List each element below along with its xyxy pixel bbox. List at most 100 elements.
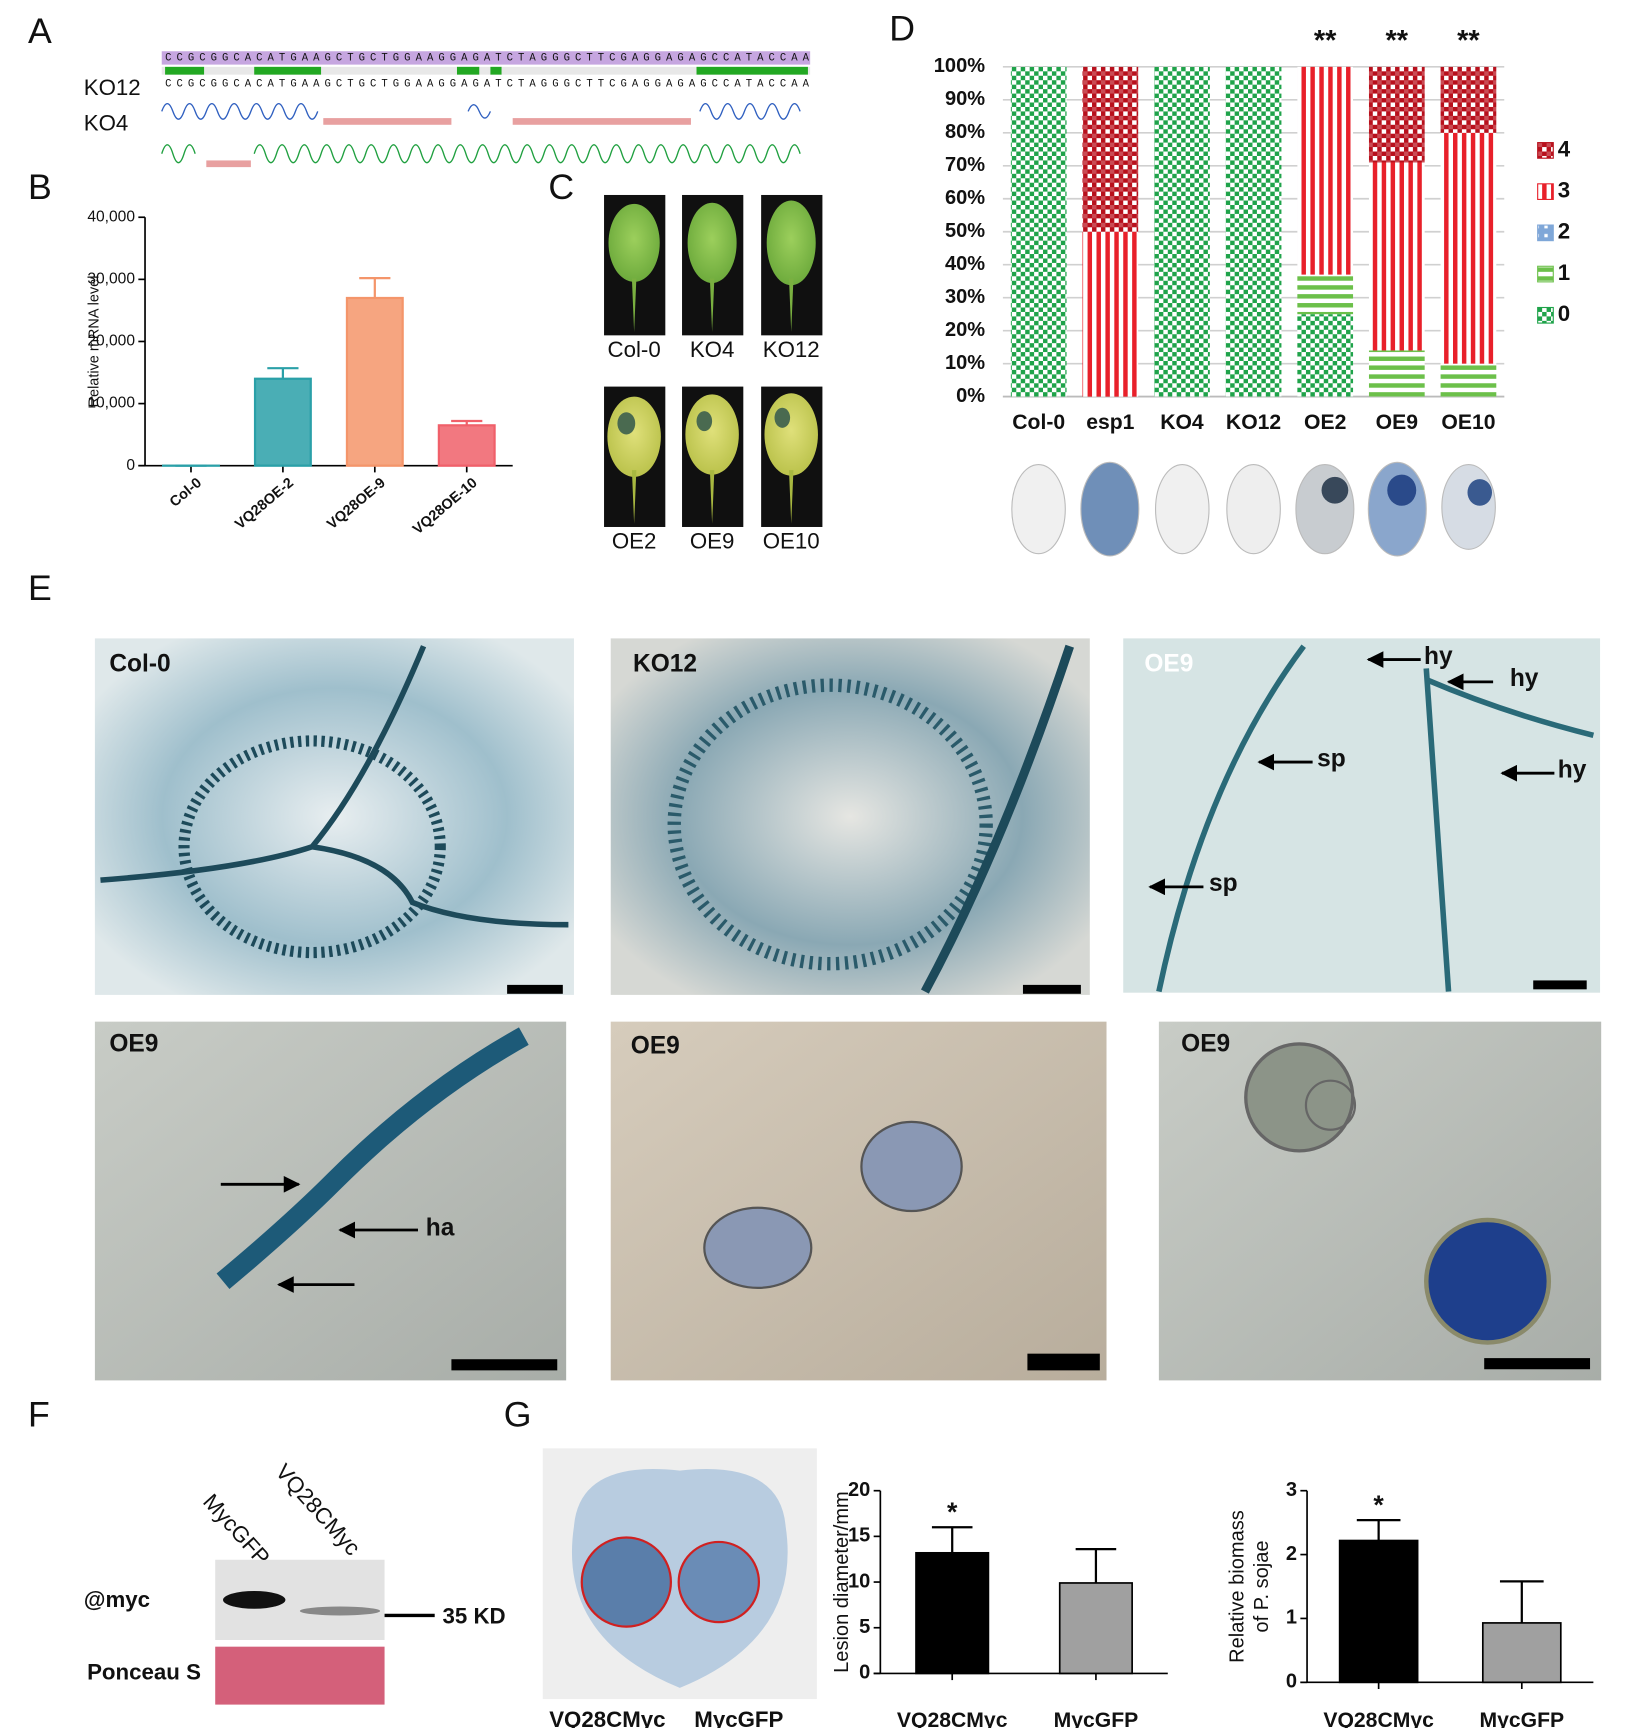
bar-segment: [1154, 66, 1210, 397]
error-bar: [1356, 1518, 1401, 1541]
image-label: OE9: [631, 1033, 680, 1060]
image-label: KO12: [633, 651, 697, 678]
y-tick-label: 5: [859, 1616, 870, 1638]
y-tick-label: 40,000: [87, 208, 135, 225]
sequence-chromatogram: CCGCGGCACATGAAGCTGCTGGAAGGAGATCTAGGGCTTC…: [161, 51, 811, 168]
bar: [1338, 1539, 1419, 1684]
image-label: OE9: [109, 1031, 158, 1058]
x-tick-label: KO4: [1160, 411, 1204, 434]
legend-swatch: [1537, 183, 1554, 200]
row-label: Ponceau S: [87, 1659, 201, 1684]
legend-swatch: [1537, 224, 1554, 242]
legend-label: 1: [1558, 260, 1570, 285]
y-tick-label: 2: [1286, 1543, 1297, 1565]
leaf-label: KO12: [763, 337, 820, 362]
bar-segment: [1440, 363, 1497, 397]
stained-leaves: [1011, 461, 1496, 557]
panel-label: G: [504, 1395, 532, 1435]
annotation: hy: [1424, 643, 1453, 670]
y-tick-label: 90%: [945, 88, 985, 110]
image-label: OE9: [1181, 1031, 1230, 1058]
row-label: KO4: [84, 111, 129, 136]
x-tick-label: Col-0: [1012, 411, 1065, 434]
panel-label: D: [889, 9, 915, 49]
annotation: hy: [1558, 756, 1587, 783]
western-blot: [215, 1559, 435, 1705]
x-tick-label: VQ28OE-9: [324, 475, 389, 533]
x-tick-label: KO12: [1226, 411, 1281, 434]
significance: **: [1457, 25, 1480, 57]
legend-label: 2: [1558, 219, 1570, 244]
y-axis-label: Lesion diameter/mm: [831, 1491, 853, 1673]
image-label: OE9: [1144, 651, 1193, 678]
leaf-photos: [604, 194, 823, 527]
annotation: sp: [1209, 870, 1238, 897]
y-tick-label: 10,000: [87, 395, 135, 412]
bar-segment: [1082, 231, 1139, 397]
size-marker: 35 KD: [442, 1604, 505, 1629]
x-tick-label: VQ28CMyc: [897, 1709, 1008, 1728]
y-tick-label: 20: [848, 1479, 870, 1501]
x-tick-label: VQ28OE-2: [232, 475, 297, 533]
leaf-photo: [542, 1448, 817, 1700]
bar: [915, 1551, 990, 1675]
error-bar: [1075, 1548, 1117, 1583]
bar: [1058, 1582, 1133, 1675]
y-tick-label: 10%: [945, 352, 985, 374]
bar-segment: [1368, 66, 1425, 163]
x-tick-label: esp1: [1086, 411, 1134, 434]
lane-label: VQ28CMyc: [271, 1459, 366, 1560]
x-tick-label: VQ28OE-10: [410, 475, 481, 538]
y-tick-label: 10: [848, 1570, 870, 1592]
annotation: sp: [1317, 745, 1346, 772]
error-bar: [931, 1526, 973, 1553]
y-tick-label: 20,000: [87, 333, 135, 350]
y-tick-label: 1: [1286, 1607, 1297, 1629]
panel-label: C: [548, 167, 574, 207]
leaf-label: OE9: [690, 528, 735, 553]
micrographs: [94, 638, 1602, 1381]
x-tick-label: OE2: [1304, 411, 1346, 434]
x-tick-label: VQ28CMyc: [1323, 1709, 1434, 1728]
row-label: @myc: [84, 1587, 150, 1612]
legend-label: 3: [1558, 178, 1570, 203]
y-tick-label: 30%: [945, 286, 985, 308]
panel-label: E: [28, 568, 52, 608]
y-tick-label: 0%: [956, 385, 985, 407]
y-tick-label: 100%: [934, 55, 985, 77]
annotation: ha: [426, 1214, 455, 1241]
bar-segment: [1368, 162, 1425, 351]
y-tick-label: 15: [848, 1525, 870, 1547]
y-tick-label: 20%: [945, 319, 985, 341]
significance: *: [947, 1497, 958, 1527]
bar: [345, 296, 404, 467]
y-tick-label: 0: [126, 457, 135, 474]
y-tick-label: 30,000: [87, 270, 135, 287]
y-axis-label: Relative mRNA level: [87, 276, 103, 408]
significance: **: [1314, 25, 1337, 57]
bar-segment: [1297, 66, 1354, 275]
y-axis-label: Relative biomass: [1226, 1510, 1248, 1663]
bar-segment: [1297, 314, 1354, 397]
y-tick-label: 70%: [945, 154, 985, 176]
bar-segment: [1297, 274, 1354, 315]
y-tick-label: 3: [1286, 1479, 1297, 1501]
x-tick-label: MycGFP: [1054, 1709, 1139, 1728]
y-tick-label: 60%: [945, 187, 985, 209]
bar-segment: [1368, 350, 1425, 397]
significance: *: [1373, 1490, 1384, 1520]
panel-label: F: [28, 1395, 50, 1435]
legend-label: 4: [1558, 136, 1571, 161]
y-tick-label: 80%: [945, 121, 985, 143]
bar: [437, 424, 496, 467]
bar-segment: [1440, 66, 1497, 133]
bar-segment: [1225, 66, 1282, 397]
y-tick-label: 50%: [945, 220, 985, 242]
annotation: hy: [1510, 665, 1539, 692]
sequence: CCGCGGCACATGAAGCTGCTGGAAGGAGATCTAGGGCTTC…: [165, 78, 810, 90]
error-bar: [359, 277, 391, 298]
bar: [253, 377, 312, 467]
panel-label: A: [28, 11, 52, 51]
legend-swatch: [1537, 265, 1554, 283]
